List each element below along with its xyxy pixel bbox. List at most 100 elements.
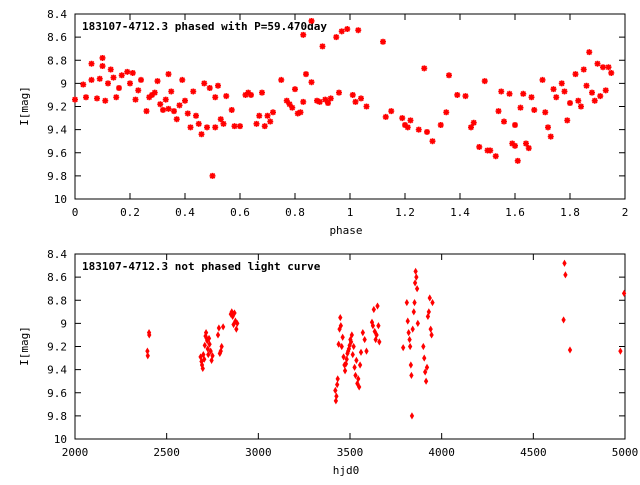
data-point — [388, 108, 395, 115]
data-point — [415, 126, 422, 133]
data-point — [235, 319, 240, 327]
y-tick-label: 8.4 — [47, 8, 67, 21]
data-point — [589, 89, 595, 96]
data-point — [407, 335, 412, 344]
data-point — [135, 87, 142, 94]
data-point — [621, 289, 627, 297]
data-points — [72, 17, 615, 179]
data-point — [256, 112, 263, 119]
data-point — [454, 91, 461, 98]
data-point — [349, 331, 354, 339]
data-point — [184, 110, 191, 117]
data-point — [406, 329, 411, 337]
data-point — [409, 371, 414, 379]
data-point — [206, 334, 212, 342]
data-point — [414, 273, 419, 281]
data-point — [468, 124, 474, 131]
data-point — [558, 80, 565, 87]
data-point — [358, 348, 364, 356]
data-point — [348, 338, 354, 346]
data-point — [198, 131, 205, 138]
data-point — [234, 325, 239, 333]
data-point — [145, 352, 150, 360]
x-tick-label: 3500 — [337, 446, 364, 459]
data-point — [586, 49, 593, 56]
y-axis-label: I[mag] — [18, 86, 31, 126]
data-point — [550, 86, 557, 93]
data-point — [217, 116, 224, 123]
data-point — [399, 115, 406, 122]
data-points — [145, 259, 627, 420]
y-tick-label: 9.2 — [47, 101, 67, 114]
data-point — [231, 123, 238, 130]
data-point — [501, 118, 507, 125]
data-point — [202, 355, 207, 363]
data-point — [149, 91, 155, 98]
data-point — [151, 89, 158, 96]
x-tick-label: 5000 — [612, 446, 639, 459]
data-point — [358, 95, 364, 102]
data-point — [333, 34, 340, 41]
data-point — [578, 103, 584, 110]
data-point — [173, 116, 180, 123]
data-point — [352, 98, 359, 105]
data-point — [373, 335, 378, 344]
x-tick-label: 1.4 — [450, 206, 470, 219]
data-point — [202, 341, 207, 349]
x-tick-label: 1.6 — [505, 206, 525, 219]
data-point — [223, 93, 230, 100]
data-point — [429, 138, 436, 145]
unphased-light-curve-panel: 183107-4712.3 not phased light curve hjd… — [18, 248, 638, 477]
data-point — [370, 322, 376, 330]
data-point — [564, 117, 571, 124]
data-point — [352, 363, 357, 371]
data-point — [375, 302, 380, 310]
y-axis-label: I[mag] — [18, 326, 31, 366]
data-point — [300, 31, 307, 38]
data-point — [523, 140, 529, 147]
data-point — [344, 26, 351, 33]
x-tick-label: 0 — [72, 206, 79, 219]
data-point — [462, 93, 469, 100]
data-point — [422, 354, 427, 362]
y-tick-label: 8.6 — [47, 31, 67, 44]
data-point — [203, 329, 209, 337]
data-point — [407, 117, 414, 124]
data-point — [495, 108, 502, 115]
data-point — [411, 308, 416, 316]
y-tick-label: 9 — [60, 77, 67, 90]
data-point — [83, 94, 89, 101]
data-point — [618, 347, 623, 355]
data-point — [412, 298, 417, 307]
data-point — [264, 112, 271, 119]
data-point — [520, 90, 527, 97]
data-point — [567, 346, 573, 354]
data-point — [245, 89, 252, 96]
data-point — [96, 75, 103, 82]
axis-ticks: 2000 2500 3000 3500 4000 4500 5000 8.4 8.6 8.8 9 9.… — [47, 248, 638, 459]
data-point — [608, 69, 615, 76]
data-point — [446, 72, 452, 79]
data-point — [165, 105, 172, 112]
data-point — [99, 63, 106, 70]
data-point — [547, 133, 554, 140]
data-point — [278, 76, 285, 83]
data-point — [215, 331, 221, 339]
data-point — [421, 65, 428, 72]
data-point — [376, 322, 381, 330]
data-point — [509, 140, 516, 147]
data-point — [110, 74, 117, 81]
data-point — [124, 68, 131, 75]
data-point — [591, 97, 598, 104]
data-point — [562, 259, 567, 267]
data-point — [512, 142, 518, 149]
data-point — [404, 298, 409, 307]
data-point — [349, 91, 356, 98]
data-point — [242, 91, 249, 98]
data-point — [354, 356, 359, 364]
data-point — [405, 317, 410, 325]
x-tick-label: 2500 — [153, 446, 180, 459]
x-tick-label: 4000 — [428, 446, 455, 459]
x-tick-label: 1 — [347, 206, 354, 219]
